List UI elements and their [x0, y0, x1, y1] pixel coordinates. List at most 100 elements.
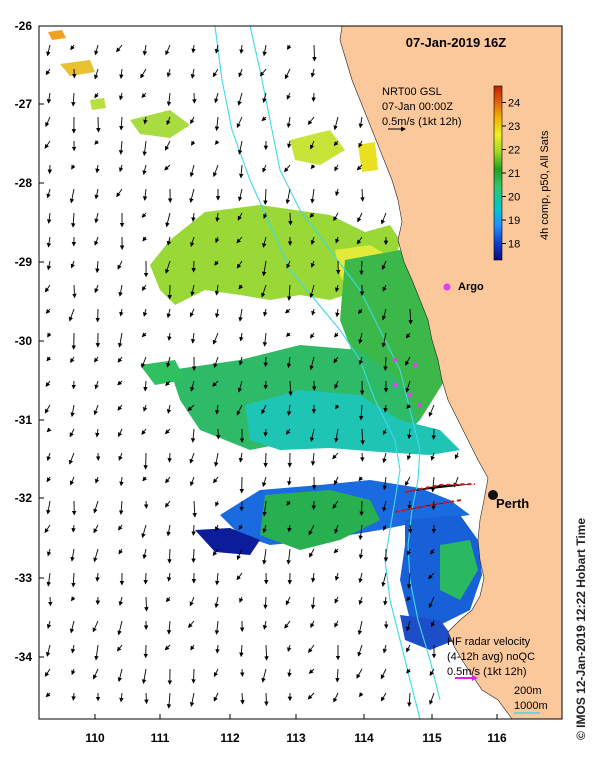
velocity-arrow — [70, 44, 75, 51]
velocity-arrow — [71, 92, 76, 107]
sst-patch-north — [150, 205, 400, 305]
velocity-arrow — [310, 140, 315, 150]
y-tick-label: -26 — [15, 19, 33, 33]
velocity-arrow — [166, 68, 172, 78]
velocity-arrow — [408, 308, 413, 325]
velocity-arrow — [358, 116, 364, 129]
velocity-arrow — [71, 668, 76, 676]
y-tick-label: -30 — [15, 334, 33, 348]
velocity-arrow — [144, 596, 149, 612]
velocity-arrow — [333, 548, 339, 554]
velocity-arrow — [45, 116, 51, 128]
velocity-arrow — [285, 332, 291, 337]
velocity-arrow — [46, 548, 52, 557]
colorbar-ramp — [493, 85, 503, 261]
sst-patch-nw-green2 — [130, 110, 190, 138]
velocity-arrow — [262, 524, 267, 534]
x-axis: 110 111 112 113 114 115 116 — [85, 714, 507, 745]
velocity-arrow — [46, 236, 52, 248]
velocity-arrow — [237, 212, 243, 221]
velocity-arrow — [286, 548, 291, 565]
velocity-arrow — [212, 476, 219, 484]
velocity-arrow — [236, 236, 243, 244]
velocity-arrow — [284, 68, 291, 80]
velocity-arrow — [118, 140, 124, 155]
velocity-arrow — [264, 692, 269, 707]
velocity-arrow — [310, 620, 315, 629]
velocity-arrow — [46, 212, 52, 224]
velocity-arrow — [310, 188, 315, 204]
velocity-arrow — [119, 692, 124, 703]
velocity-arrow — [357, 620, 363, 636]
velocity-arrow — [94, 188, 99, 200]
velocity-arrow — [45, 380, 51, 387]
velocity-arrow — [189, 188, 195, 203]
velocity-arrow — [213, 356, 219, 369]
velocity-arrow — [71, 572, 76, 588]
isobath-legend: 200m 1000m — [514, 685, 548, 714]
velocity-arrow — [238, 164, 244, 179]
velocity-arrow — [190, 284, 195, 297]
velocity-arrow — [44, 668, 51, 677]
velocity-arrow — [239, 44, 244, 54]
velocity-arrow — [214, 524, 220, 532]
velocity-arrow — [215, 236, 220, 244]
velocity-arrow — [262, 500, 267, 517]
argo-floats — [392, 283, 451, 408]
velocity-arrow — [308, 668, 315, 674]
velocity-arrow — [356, 668, 363, 679]
velocity-arrow — [406, 596, 411, 601]
gsl-legend: NRT00 GSL 07-Jan 00:00Z 0.5m/s (1kt 12h) — [382, 86, 461, 132]
velocity-arrow — [309, 356, 315, 371]
velocity-arrow — [262, 44, 267, 57]
velocity-arrow — [94, 236, 99, 246]
sst-field — [48, 30, 482, 650]
velocity-arrow — [119, 476, 124, 487]
velocity-arrow — [238, 68, 243, 78]
velocity-arrow — [259, 68, 267, 77]
colorbar-tick-label: 21 — [508, 168, 520, 180]
velocity-arrow — [310, 260, 316, 268]
velocity-arrow — [332, 500, 339, 509]
velocity-arrow — [165, 596, 171, 603]
velocity-arrow — [307, 116, 315, 125]
velocity-arrow — [95, 572, 100, 582]
velocity-arrow — [310, 596, 316, 610]
velocity-arrow — [192, 500, 197, 518]
map-title: 07-Jan-2019 16Z — [406, 35, 507, 50]
velocity-arrow — [237, 380, 243, 393]
sst-patch-nw-yellow — [60, 60, 95, 76]
velocity-arrow — [70, 476, 75, 486]
velocity-arrow — [142, 140, 147, 157]
velocity-arrow — [334, 572, 340, 581]
y-tick-label: -32 — [15, 491, 33, 505]
velocity-arrow — [359, 500, 364, 517]
velocity-arrow — [94, 476, 100, 484]
velocity-arrow — [382, 644, 388, 654]
velocity-arrow — [333, 116, 339, 131]
velocity-arrow — [284, 164, 291, 173]
hf-line2: (4-12h avg) noQC — [447, 651, 535, 663]
argo-float-marker — [407, 392, 413, 398]
velocity-arrow — [117, 260, 123, 270]
velocity-arrow — [358, 356, 364, 366]
velocity-arrow — [264, 644, 269, 661]
velocity-arrow — [214, 572, 220, 586]
velocity-arrow — [191, 44, 196, 54]
hf-scale-arrowhead — [472, 675, 478, 681]
velocity-arrow — [189, 476, 195, 487]
velocity-arrow — [69, 188, 75, 204]
velocity-arrow — [212, 380, 219, 387]
velocity-arrow — [45, 308, 51, 314]
velocity-arrow — [70, 404, 75, 418]
velocity-arrow — [44, 284, 51, 293]
velocity-arrow — [119, 68, 124, 80]
velocity-arrow — [142, 44, 148, 56]
velocity-arrow — [94, 92, 99, 99]
velocity-arrow — [358, 476, 364, 482]
velocity-arrow — [334, 596, 339, 604]
velocity-arrow — [286, 500, 291, 506]
velocity-arrow — [165, 260, 171, 274]
velocity-arrow — [430, 548, 435, 555]
